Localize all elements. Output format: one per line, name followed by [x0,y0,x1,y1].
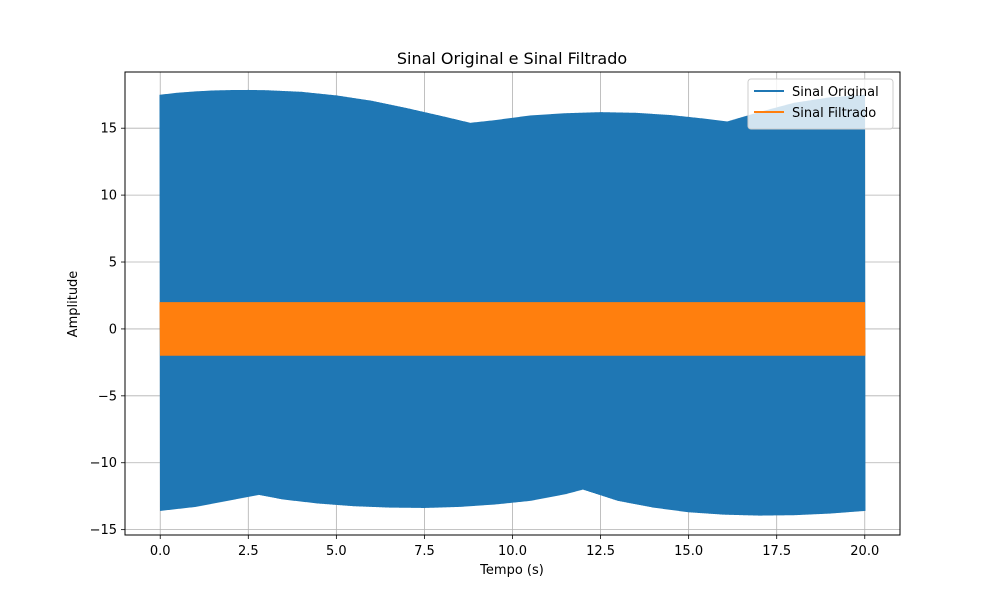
y-tick-label: 0 [109,322,117,337]
legend: Sinal Original Sinal Filtrado [747,78,894,130]
y-tick-label: −5 [98,389,117,404]
x-tick-label: 5.0 [326,544,347,559]
y-tick-label: −10 [90,456,117,471]
y-tick-label: −15 [90,523,117,538]
y-tick-label: 15 [100,122,117,137]
x-tick-label: 0.0 [150,544,171,559]
y-tick-label: 5 [109,256,117,271]
x-tick-label: 7.5 [414,544,435,559]
axes: 0.0 2.5 5.0 7.5 10.0 12.5 15.0 17.5 20.0 −15 −10 −5… [90,71,901,559]
x-tick-label: 20.0 [850,544,879,559]
x-tick-label: 2.5 [238,544,259,559]
legend-label: Sinal Original [792,85,879,100]
y-tick-label: 10 [100,189,117,204]
x-tick-label: 12.5 [586,544,615,559]
x-axis-label: Tempo (s) [479,563,544,578]
y-axis-label: Amplitude [66,271,81,338]
plot-series [159,89,866,516]
x-tick-label: 15.0 [674,544,703,559]
chart-title: Sinal Original e Sinal Filtrado [397,49,627,68]
series-line-filtrado [159,302,866,356]
x-tick-label: 17.5 [762,544,791,559]
legend-box [747,78,894,130]
x-tick-label: 10.0 [498,544,527,559]
legend-label: Sinal Filtrado [792,106,876,121]
